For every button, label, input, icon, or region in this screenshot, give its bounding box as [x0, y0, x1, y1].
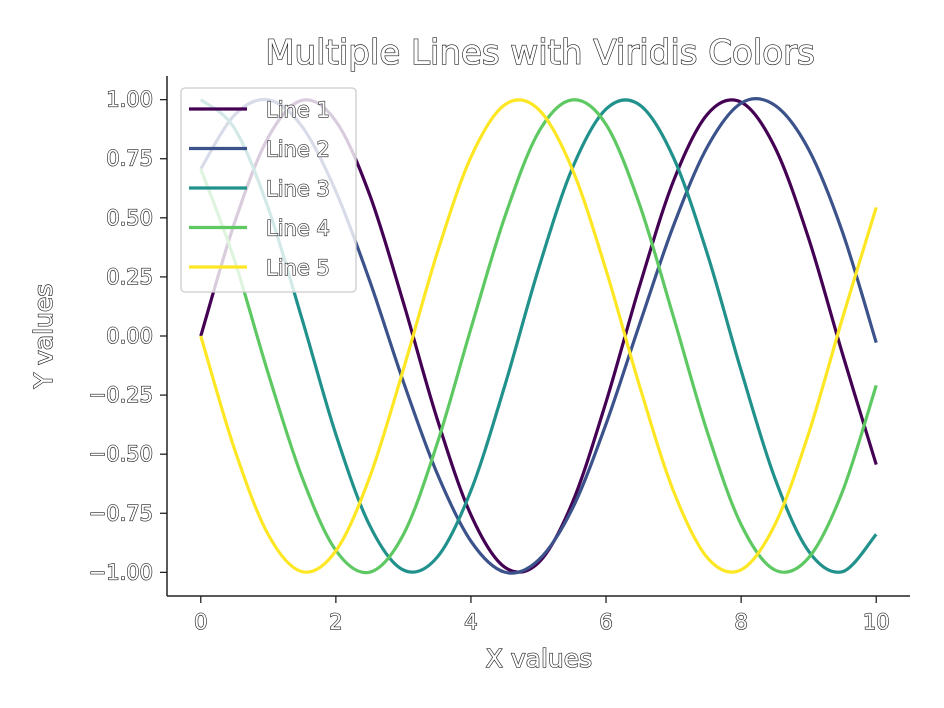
legend-label: Line 2 — [266, 138, 330, 162]
y-tick-label: 1.00 — [106, 88, 153, 112]
legend-frame — [180, 87, 357, 293]
x-tick-label: 6 — [599, 610, 612, 634]
legend-label: Line 4 — [266, 217, 330, 241]
y-tick-label: −0.50 — [89, 442, 153, 466]
legend-label: Line 1 — [266, 98, 330, 122]
x-tick-label: 10 — [863, 610, 890, 634]
x-tick-label: 0 — [194, 610, 207, 634]
chart-title: Multiple Lines with Viridis Colors — [265, 33, 815, 73]
legend-label: Line 3 — [266, 177, 330, 201]
y-tick-label: 0.25 — [106, 265, 153, 289]
legend-label: Line 5 — [266, 256, 330, 280]
y-tick-label: 0.50 — [106, 206, 153, 230]
y-tick-label: 0.75 — [106, 147, 153, 171]
y-tick-label: −0.25 — [89, 383, 153, 407]
y-tick-label: −0.75 — [89, 501, 153, 525]
x-tick-label: 8 — [734, 610, 747, 634]
y-tick-label: 0.00 — [106, 324, 153, 348]
y-axis-label: Y values — [29, 284, 58, 390]
x-axis-label: X values — [486, 644, 592, 673]
x-tick-label: 2 — [329, 610, 342, 634]
legend: Line 1 Line 2 Line 3 Line 4 Line 5 — [180, 87, 357, 293]
y-tick-label: −1.00 — [89, 560, 153, 584]
series-line-5 — [199, 98, 878, 574]
x-tick-label: 4 — [464, 610, 477, 634]
y-axis-ticks: −1.00 −0.75 −0.50 −0.25 0.00 0.25 0.50 0.75 1.00 — [88, 87, 167, 585]
x-axis-ticks: 0 2 4 6 8 10 — [193, 596, 890, 635]
series-line-3 — [199, 98, 878, 574]
